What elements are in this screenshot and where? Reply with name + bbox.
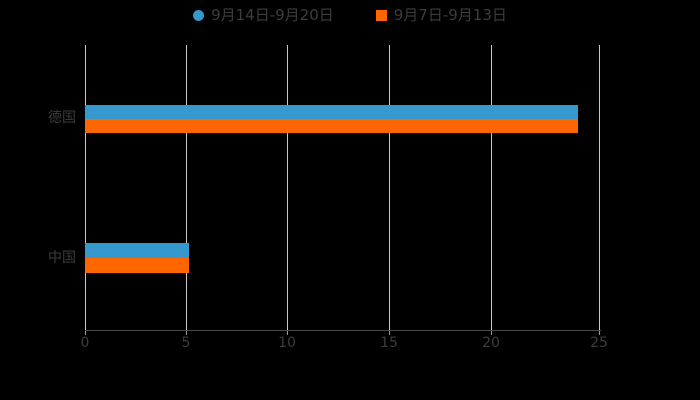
x-tick-label-15: 15: [380, 335, 398, 351]
x-tick-25: [599, 330, 600, 335]
legend-item-series-2[interactable]: 9月7日-9月13日: [375, 5, 507, 24]
y-tick-label-china: 中国: [48, 250, 76, 266]
legend-circle-marker-icon: [193, 9, 205, 21]
x-tick-10: [287, 330, 288, 335]
gridline-10: [287, 45, 288, 330]
x-axis-line: [85, 330, 601, 331]
x-tick-5: [186, 330, 187, 335]
legend-item-series-1[interactable]: 9月14日-9月20日: [193, 5, 334, 24]
legend-square-marker-icon: [375, 9, 387, 21]
bar-germany-series-1[interactable]: [85, 105, 578, 119]
x-tick-15: [389, 330, 390, 335]
x-tick-label-20: 20: [482, 335, 500, 351]
gridline-0: [85, 45, 86, 330]
bar-germany-series-2[interactable]: [85, 119, 578, 133]
y-axis-labels: 德国 中国: [0, 0, 76, 400]
bar-china-series-2[interactable]: [85, 258, 189, 273]
y-tick-label-germany: 德国: [48, 110, 76, 126]
legend-label-series-1: 9月14日-9月20日: [211, 5, 334, 24]
gridline-15: [389, 45, 390, 330]
gridline-20: [491, 45, 492, 330]
gridline-25: [599, 45, 600, 330]
x-tick-label-5: 5: [181, 335, 191, 351]
gridline-5: [186, 45, 187, 330]
legend-label-series-2: 9月7日-9月13日: [393, 5, 507, 24]
x-tick-20: [491, 330, 492, 335]
x-tick-label-25: 25: [590, 335, 608, 351]
plot-area: [85, 45, 600, 335]
x-tick-label-10: 10: [278, 335, 296, 351]
chart-legend: 9月14日-9月20日 9月7日-9月13日: [0, 0, 700, 30]
x-tick-label-0: 0: [80, 335, 90, 351]
x-tick-0: [85, 330, 86, 335]
bar-china-series-1[interactable]: [85, 243, 189, 258]
